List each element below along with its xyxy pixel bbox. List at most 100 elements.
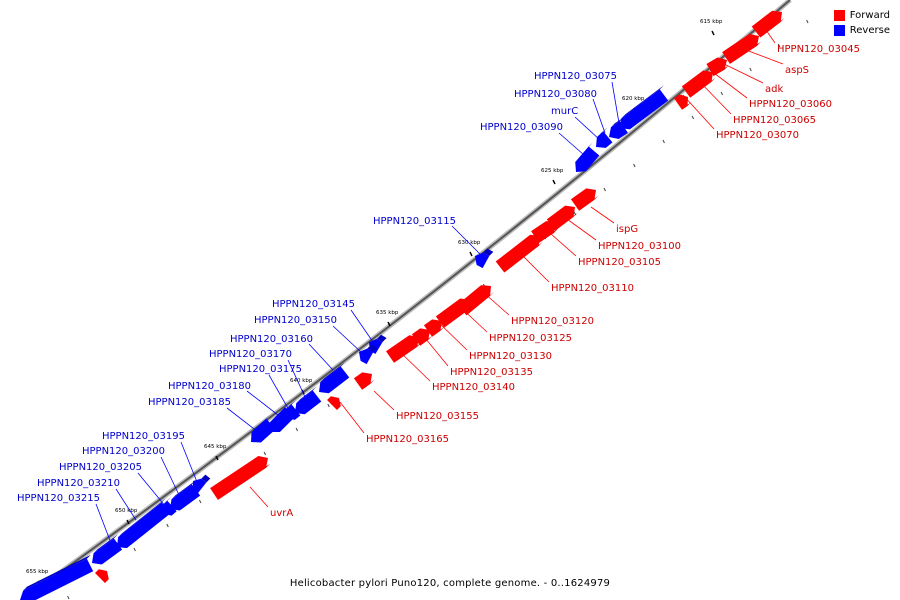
forward-gene-arrow xyxy=(751,10,785,38)
forward-gene-arrow-body xyxy=(353,372,372,390)
forward-gene-arrow-body xyxy=(411,328,430,346)
forward-gene-label: HPPN120_03140 xyxy=(432,382,515,393)
forward-gene-arrow xyxy=(386,335,422,363)
reverse-gene-arrow xyxy=(575,142,600,172)
minor-tick xyxy=(806,19,809,24)
reverse-leader-line xyxy=(115,488,137,521)
scale-label: 655 kbp xyxy=(26,569,49,575)
reverse-gene-arrow-body xyxy=(20,558,94,600)
reverse-gene-arrow-top xyxy=(596,127,608,138)
forward-gene-arrow-body xyxy=(570,188,596,211)
forward-leader-line xyxy=(721,62,764,84)
reverse-gene-arrow-top xyxy=(251,414,271,433)
scale-tick xyxy=(126,519,130,525)
forward-gene-arrow xyxy=(570,188,599,211)
reverse-gene-arrow xyxy=(251,414,276,443)
reverse-gene-arrow xyxy=(170,480,201,511)
reverse-leader-line xyxy=(268,374,290,411)
reverse-leader-line xyxy=(246,390,279,416)
reverse-gene-arrow-body xyxy=(620,89,669,130)
forward-leader-line xyxy=(457,304,488,333)
forward-gene-arrow xyxy=(673,94,692,110)
forward-gene-arrow xyxy=(411,328,433,346)
reverse-gene-arrow-body xyxy=(170,484,201,511)
reverse-gene-arrow-top xyxy=(296,386,317,404)
reverse-gene-arrow-body xyxy=(596,131,613,148)
reverse-leader-line xyxy=(611,81,620,124)
scale-tick xyxy=(387,321,391,327)
reverse-swatch xyxy=(833,25,845,36)
scale-label: 620 kbp xyxy=(622,96,645,102)
reverse-gene-arrow-top xyxy=(320,362,345,383)
reverse-gene-label: HPPN120_03200 xyxy=(82,446,165,457)
forward-gene-label: adk xyxy=(765,84,783,95)
forward-leader-line xyxy=(339,401,365,434)
scale-label: 625 kbp xyxy=(541,168,564,174)
forward-gene-arrow-body xyxy=(681,70,713,98)
reverse-leader-line xyxy=(160,456,181,498)
minor-tick xyxy=(67,595,70,600)
reverse-gene-label: HPPN120_03185 xyxy=(148,397,231,408)
reverse-gene-label: HPPN120_03080 xyxy=(514,89,597,100)
forward-gene-label: HPPN120_03045 xyxy=(777,44,860,55)
reverse-gene-arrow-top xyxy=(621,85,664,119)
reverse-gene-arrow xyxy=(596,127,613,148)
scale-label: 650 kbp xyxy=(115,508,138,514)
reverse-gene-arrow-top xyxy=(270,403,290,423)
reverse-gene-label: HPPN120_03210 xyxy=(37,478,120,489)
forward-leader-line xyxy=(420,332,449,367)
caption: Helicobacter pylori Puno120, complete ge… xyxy=(289,578,611,589)
reverse-gene-arrow xyxy=(270,403,295,432)
reverse-gene-arrow-top xyxy=(171,480,196,500)
forward-leader-line xyxy=(697,79,732,115)
reverse-leader-line xyxy=(558,132,585,156)
legend-reverse: Reverse xyxy=(833,23,890,38)
forward-gene-arrow xyxy=(495,234,543,273)
reverse-gene-arrow xyxy=(475,248,494,269)
forward-leader-line xyxy=(249,486,269,508)
reverse-gene-arrow-body xyxy=(270,407,295,432)
reverse-gene-label: HPPN120_03180 xyxy=(168,381,251,392)
forward-leader-line xyxy=(397,349,431,382)
reverse-gene-label: HPPN120_03160 xyxy=(230,334,313,345)
scale-label: 645 kbp xyxy=(204,444,227,450)
reverse-gene-arrow-top xyxy=(286,400,296,409)
minor-tick xyxy=(662,139,665,144)
reverse-gene-arrow-top xyxy=(483,248,494,256)
reverse-gene-arrow-top xyxy=(367,344,378,352)
scale-tick xyxy=(215,455,219,461)
reverse-gene-arrow xyxy=(117,498,171,549)
forward-leader-line xyxy=(373,390,395,411)
forward-gene-label: aspS xyxy=(785,65,809,76)
reverse-gene-arrow xyxy=(620,85,669,130)
reverse-leader-line xyxy=(592,98,606,134)
reverse-gene-arrow xyxy=(359,344,378,365)
forward-gene-arrow xyxy=(95,569,113,583)
reverse-gene-label: murC xyxy=(551,106,578,117)
forward-gene-label: HPPN120_03135 xyxy=(450,367,533,378)
scale-label: 635 kbp xyxy=(376,310,399,316)
reverse-gene-arrow xyxy=(192,474,211,494)
reverse-gene-arrow-top xyxy=(610,117,625,128)
reverse-leader-line xyxy=(287,359,306,398)
reverse-gene-label: HPPN120_03195 xyxy=(102,431,185,442)
legend-forward: Forward xyxy=(833,8,890,23)
forward-gene-arrow-body xyxy=(210,456,268,500)
reverse-gene-label: HPPN120_03090 xyxy=(480,122,563,133)
reverse-gene-label: HPPN120_03205 xyxy=(59,462,142,473)
reverse-gene-arrow-body xyxy=(475,252,490,269)
minor-tick xyxy=(633,163,636,168)
reverse-gene-arrow-body xyxy=(117,502,171,549)
forward-gene-label: HPPN120_03155 xyxy=(396,411,479,422)
reverse-gene-label: HPPN120_03215 xyxy=(17,493,100,504)
reverse-leader-line xyxy=(308,343,334,371)
legend-reverse-label: Reverse xyxy=(849,25,890,36)
scale-tick xyxy=(469,251,473,257)
forward-leader-line xyxy=(435,319,468,351)
reverse-gene-arrow xyxy=(295,386,322,415)
scale-tick xyxy=(711,30,715,36)
forward-gene-label: HPPN120_03100 xyxy=(598,241,681,252)
scale-label: 615 kbp xyxy=(700,19,723,25)
forward-gene-arrow-body xyxy=(95,569,109,583)
